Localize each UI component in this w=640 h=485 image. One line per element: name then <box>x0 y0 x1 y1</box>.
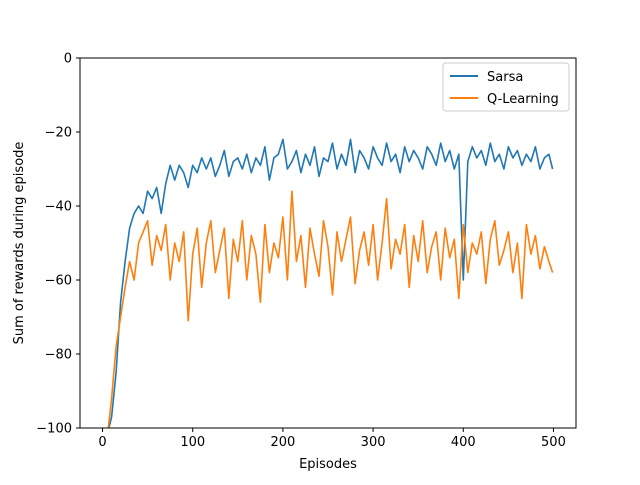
y-tick-label: −60 <box>45 274 72 289</box>
x-tick-label: 500 <box>541 435 566 450</box>
x-tick-label: 200 <box>270 435 295 450</box>
x-axis-label: Episodes <box>299 457 357 472</box>
x-tick-label: 100 <box>180 435 205 450</box>
series-layer <box>107 138 554 428</box>
series-line-sarsa <box>108 138 554 428</box>
y-tick-label: −100 <box>36 422 72 437</box>
series-line-q-learning <box>107 190 554 428</box>
y-axis-label: Sum of rewards during episode <box>12 142 27 345</box>
x-tick-label: 0 <box>98 435 106 450</box>
legend-label-sarsa: Sarsa <box>487 70 523 85</box>
x-tick-label: 400 <box>451 435 476 450</box>
x-axis-ticks: 0 100 200 300 400 500 <box>98 428 566 450</box>
x-tick-label: 300 <box>361 435 386 450</box>
legend-label-q-learning: Q-Learning <box>487 92 559 107</box>
y-tick-label: −80 <box>45 348 72 363</box>
legend: Sarsa Q-Learning <box>442 62 570 112</box>
plot-area-frame <box>79 57 577 429</box>
y-tick-label: −40 <box>45 200 72 215</box>
y-tick-label: 0 <box>64 52 72 67</box>
y-axis-ticks: 0 −20 −40 −60 −80 −100 <box>36 52 80 437</box>
y-tick-label: −20 <box>45 126 72 141</box>
